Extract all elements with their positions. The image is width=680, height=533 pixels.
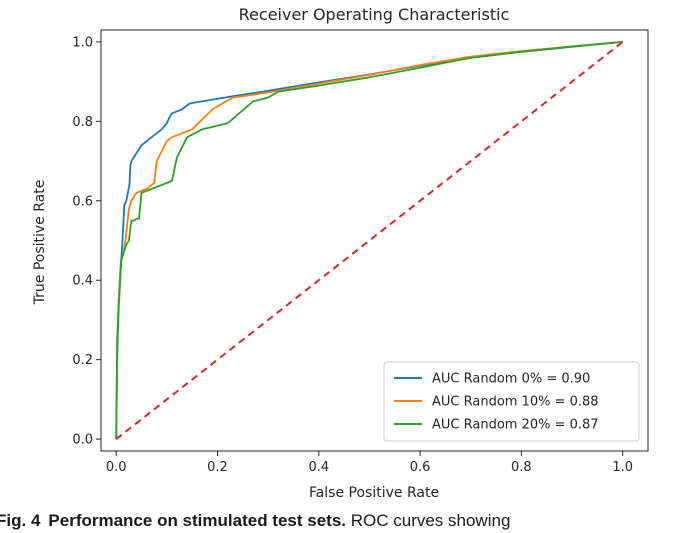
legend-label-0: AUC Random 0% = 0.90 xyxy=(432,372,590,387)
roc-series-line-1 xyxy=(115,41,623,440)
y-tick-label-3: 0.6 xyxy=(72,194,93,209)
x-tick-label-3: 0.6 xyxy=(410,460,431,475)
caption-text: ROC curves showing xyxy=(350,511,511,530)
legend-label-1: AUC Random 10% = 0.88 xyxy=(432,395,599,410)
roc-chart: Receiver Operating Characteristic 0.0 0.2… xyxy=(32,5,649,501)
plot-area: 0.0 0.2 0.4 0.6 0.8 1.0 0.0 0.2 0.4 0.6 0.8 1.0 AUC … xyxy=(72,29,649,475)
roc-series-line-2 xyxy=(115,41,623,440)
x-tick-label-2: 0.4 xyxy=(308,460,329,475)
y-tick-label-4: 0.8 xyxy=(72,115,93,130)
caption-title: Performance on stimulated test sets. xyxy=(48,511,346,530)
figure-caption: Fig. 4 Performance on stimulated test set… xyxy=(0,509,680,533)
y-tick-label-2: 0.4 xyxy=(72,274,93,289)
caption-label: Fig. 4 xyxy=(0,511,41,530)
y-axis-label: True Positive Rate xyxy=(32,180,48,306)
roc-series-line-0 xyxy=(115,41,623,440)
chart-title: Receiver Operating Characteristic xyxy=(239,5,510,24)
y-tick-label-5: 1.0 xyxy=(72,35,93,50)
x-tick-label-4: 0.8 xyxy=(511,460,532,475)
legend-box xyxy=(383,361,640,442)
y-tick-label-0: 0.0 xyxy=(72,433,93,448)
legend-label-2: AUC Random 20% = 0.87 xyxy=(432,418,599,433)
x-tick-label-5: 1.0 xyxy=(612,460,633,475)
x-tick-label-0: 0.0 xyxy=(106,460,127,475)
x-axis-label: False Positive Rate xyxy=(309,485,439,501)
legend: AUC Random 0% = 0.90 AUC Random 10% = 0.8… xyxy=(383,361,640,442)
y-tick-label-1: 0.2 xyxy=(72,353,93,368)
x-tick-label-1: 0.2 xyxy=(207,460,228,475)
plot-frame xyxy=(100,29,649,452)
